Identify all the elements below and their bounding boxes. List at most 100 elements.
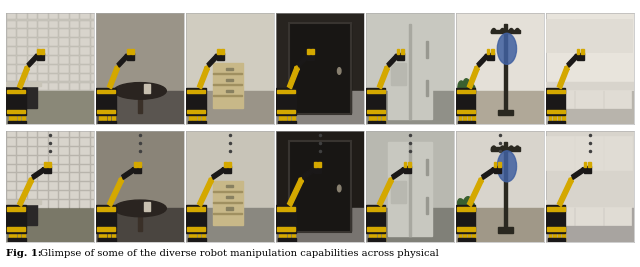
Bar [7,21,17,28]
Bar [91,12,100,19]
Bar [7,56,17,64]
Bar [80,147,90,155]
Bar [198,113,200,124]
Bar [373,113,376,124]
Bar [127,49,129,54]
Bar [70,21,79,28]
FancyArrow shape [557,65,569,89]
Bar [409,142,411,236]
Bar [289,25,351,113]
Bar [138,91,142,113]
Bar [91,56,100,64]
Bar [145,202,150,211]
Bar [97,91,184,124]
Bar [70,165,79,172]
Bar [426,159,428,175]
Bar [138,162,141,167]
Bar [49,138,58,146]
Bar [575,89,603,108]
Bar [197,238,201,242]
Bar [60,156,69,163]
Bar [491,49,494,54]
Bar [60,165,69,172]
Bar [378,113,380,124]
Bar [38,129,48,137]
Bar [107,121,111,124]
Bar [7,156,17,163]
Bar [212,181,243,225]
Bar [38,21,48,28]
FancyArrow shape [17,65,29,89]
FancyArrow shape [392,168,406,179]
Bar [49,182,58,190]
Bar [381,121,385,124]
Bar [80,156,90,163]
Bar [70,29,79,37]
Bar [131,49,134,54]
Bar [60,182,69,190]
Bar [91,200,100,208]
Bar [38,165,48,172]
Bar [38,174,48,181]
Bar [366,88,385,115]
Bar [7,110,25,113]
Bar [13,230,16,242]
Bar [547,110,564,113]
Bar [292,113,294,124]
Bar [91,138,100,146]
Bar [7,200,17,208]
Bar [462,238,467,242]
Text: Fig. 1:: Fig. 1: [6,249,42,258]
Bar [38,56,48,64]
Bar [287,238,291,242]
Bar [282,121,287,124]
Bar [28,191,37,199]
Bar [404,162,406,167]
Bar [21,121,26,124]
Bar [391,181,406,203]
Bar [70,56,79,64]
Bar [60,174,69,181]
Bar [6,208,94,242]
Bar [397,49,399,54]
Bar [49,21,58,28]
Bar [311,49,314,54]
Bar [112,113,115,124]
Bar [584,162,586,167]
Bar [369,113,371,124]
Bar [404,166,411,173]
Bar [70,38,79,46]
Bar [369,230,371,242]
Bar [80,200,90,208]
FancyArrow shape [198,65,209,89]
Bar [49,174,58,181]
Bar [6,203,37,225]
Bar [188,238,193,242]
Bar [189,230,191,242]
Bar [17,83,27,90]
Bar [38,47,48,55]
Bar [307,53,314,60]
Bar [38,74,48,81]
Bar [60,12,69,19]
Bar [202,230,205,242]
Bar [553,113,556,124]
Bar [463,113,466,124]
Bar [80,165,90,172]
Bar [91,147,100,155]
Bar [7,47,17,55]
Bar [494,162,497,167]
Bar [38,200,48,208]
Bar [28,200,37,208]
Bar [193,121,197,124]
Bar [226,90,233,92]
Bar [9,113,12,124]
Bar [21,238,26,242]
Bar [188,110,205,113]
Bar [70,182,79,190]
Bar [17,147,27,155]
Ellipse shape [114,200,166,217]
Bar [468,113,470,124]
Bar [372,121,377,124]
Bar [557,121,561,124]
